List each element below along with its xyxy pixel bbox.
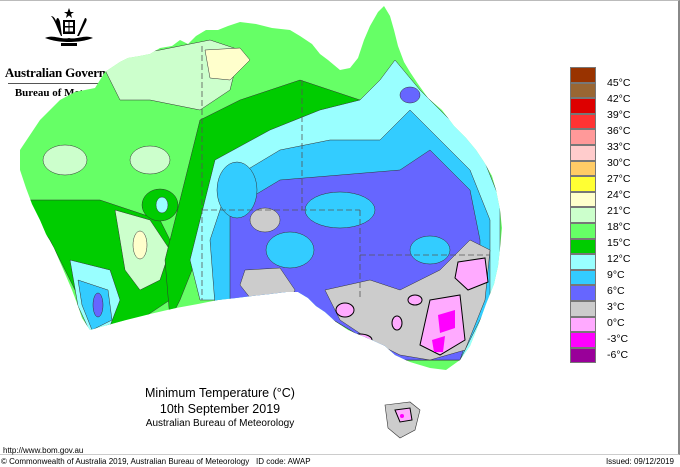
legend-swatch-42 bbox=[570, 82, 596, 99]
legend-swatch-39 bbox=[570, 98, 596, 114]
legend-swatch-6 bbox=[570, 269, 596, 286]
australia-min-temperature-map bbox=[20, 6, 502, 439]
legend-swatch-min bbox=[570, 347, 596, 364]
map-title: Minimum Temperature (°C) bbox=[145, 386, 295, 400]
government-name: Australian Government bbox=[4, 65, 134, 80]
legend-label: 36°C bbox=[607, 125, 631, 137]
legend-swatch-15 bbox=[570, 222, 596, 239]
legend-label: 18°C bbox=[607, 221, 631, 233]
legend-swatch-m3 bbox=[570, 316, 596, 333]
coat-of-arms-icon bbox=[45, 8, 93, 46]
legend-label: 39°C bbox=[607, 109, 631, 121]
map-source: Australian Bureau of Meteorology bbox=[145, 418, 295, 429]
id-code: ID code: AWAP bbox=[256, 457, 311, 466]
legend-label: 6°C bbox=[607, 285, 625, 297]
legend-label: 45°C bbox=[607, 77, 631, 89]
legend-label: 9°C bbox=[607, 269, 625, 281]
legend-swatch-27 bbox=[570, 160, 596, 177]
legend-swatch-36 bbox=[570, 113, 596, 130]
legend-label: 21°C bbox=[607, 205, 631, 217]
legend-swatch-m6 bbox=[570, 332, 596, 348]
legend-label: -6°C bbox=[607, 349, 629, 361]
legend-swatch-33 bbox=[570, 129, 596, 145]
legend-label: 30°C bbox=[607, 157, 631, 169]
legend-label: 3°C bbox=[607, 301, 625, 313]
legend-swatch-45 bbox=[570, 67, 596, 83]
issued-date: Issued: 09/12/2019 bbox=[605, 457, 674, 466]
legend-swatch-0 bbox=[570, 300, 596, 317]
legend-label: 12°C bbox=[607, 253, 631, 265]
map-date: 10th September 2019 bbox=[159, 402, 281, 416]
legend-label: 33°C bbox=[607, 141, 631, 153]
legend-swatch-24 bbox=[570, 176, 596, 192]
map-frame bbox=[0, 0, 680, 455]
legend-swatch-12 bbox=[570, 238, 596, 255]
legend-label: -3°C bbox=[607, 333, 629, 345]
copyright-notice: © Commonwealth of Australia 2019, Austra… bbox=[1, 457, 250, 466]
temperature-legend: 45°C 42°C 39°C 36°C 33°C 30°C 27°C 24°C … bbox=[570, 67, 630, 364]
legend-label: 42°C bbox=[607, 93, 631, 105]
logo-divider bbox=[8, 83, 130, 84]
legend-label: 27°C bbox=[607, 173, 631, 185]
legend-swatch-9 bbox=[570, 254, 596, 270]
legend-label: 15°C bbox=[607, 237, 631, 249]
legend-swatch-21 bbox=[570, 191, 596, 208]
legend-label: 0°C bbox=[607, 317, 625, 329]
legend-swatch-18 bbox=[570, 207, 596, 223]
legend-label: 24°C bbox=[607, 189, 631, 201]
map-title-block: Minimum Temperature (°C) 10th September … bbox=[140, 386, 300, 429]
bom-website-link[interactable]: http://www.bom.gov.au bbox=[3, 446, 84, 455]
legend-swatch-3 bbox=[570, 285, 596, 301]
legend-swatch-30 bbox=[570, 144, 596, 161]
